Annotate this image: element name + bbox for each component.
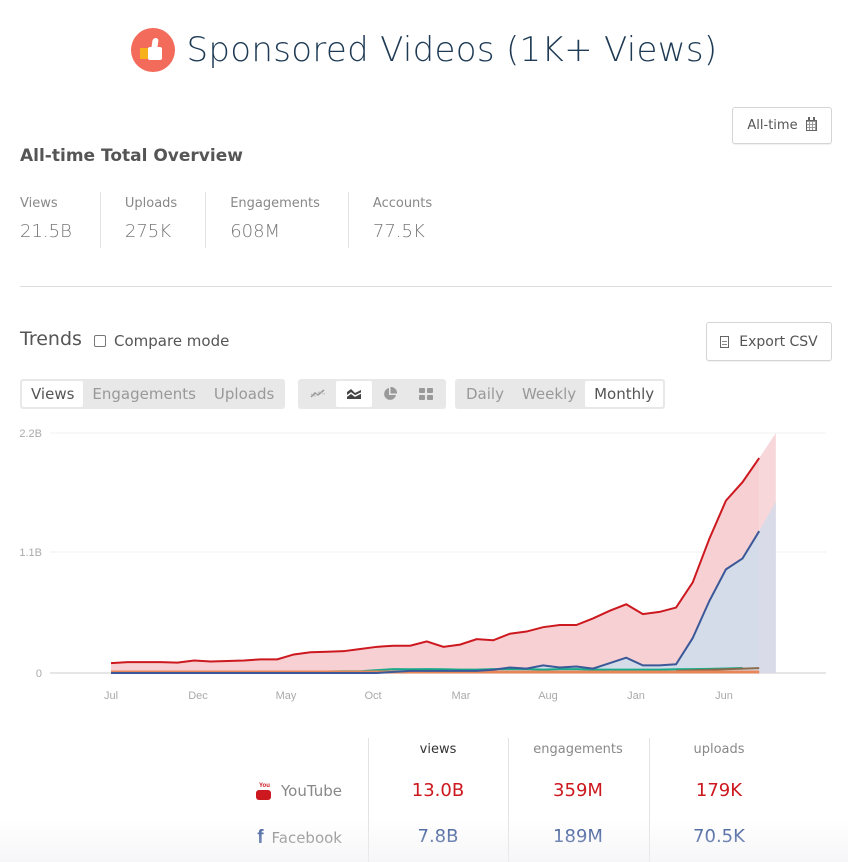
svg-text:Aug: Aug <box>538 690 558 702</box>
tab-views[interactable]: Views <box>22 381 84 407</box>
table-divider <box>368 738 369 862</box>
facebook-views: 7.8B <box>417 826 459 847</box>
compare-mode-toggle[interactable]: Compare mode <box>94 332 229 350</box>
line-chart-button[interactable] <box>300 381 336 407</box>
pie-chart-button[interactable] <box>372 381 408 407</box>
stat-value: 275K <box>124 221 172 242</box>
stat-label: Accounts <box>372 196 433 211</box>
column-header-uploads[interactable]: uploads <box>693 742 745 757</box>
column-header-views[interactable]: views <box>419 742 457 757</box>
stat-engagements: Engagements 608M <box>230 192 349 248</box>
line-chart-icon <box>310 389 326 398</box>
stat-value: 77.5K <box>372 221 425 242</box>
compare-mode-label: Compare mode <box>114 332 230 350</box>
svg-text:Dec: Dec <box>188 690 208 702</box>
trends-title: Trends <box>20 328 82 350</box>
section-divider <box>20 286 832 287</box>
youtube-uploads: 179K <box>695 780 743 801</box>
svg-text:May: May <box>276 690 297 702</box>
thumbs-up-icon <box>130 28 175 72</box>
facebook-uploads: 70.5K <box>693 826 745 847</box>
page-title: Sponsored Videos (1K+ Views) <box>186 30 718 70</box>
platform-row-youtube: You YouTube <box>142 782 342 800</box>
stat-value: 608M <box>230 221 281 242</box>
document-icon <box>720 335 730 348</box>
grid-view-button[interactable] <box>408 381 444 407</box>
svg-text:2.2B: 2.2B <box>19 428 42 440</box>
stat-label: Views <box>20 196 58 211</box>
export-csv-button[interactable]: Export CSV <box>706 322 832 361</box>
tab-engagements[interactable]: Engagements <box>92 385 196 403</box>
youtube-icon: You <box>256 783 271 800</box>
tab-weekly[interactable]: Weekly <box>521 385 577 403</box>
stat-value: 21.5B <box>20 221 72 242</box>
calendar-icon <box>805 117 817 131</box>
svg-text:Jan: Jan <box>627 690 645 702</box>
chart-type-tabs <box>298 379 446 409</box>
youtube-engagements: 359M <box>553 780 603 801</box>
stat-accounts: Accounts 77.5K <box>373 192 460 248</box>
youtube-views: 13.0B <box>411 780 465 801</box>
metric-tabs: Views Engagements Uploads <box>20 379 286 409</box>
stat-views: Views 21.5B <box>20 192 101 248</box>
chart-series <box>110 433 776 674</box>
facebook-engagements: 189M <box>553 826 603 847</box>
grid-icon <box>419 388 433 400</box>
table-divider <box>508 738 509 862</box>
area-chart-icon <box>346 389 362 399</box>
svg-text:1.1B: 1.1B <box>19 547 42 559</box>
interval-tabs: Daily Weekly Monthly <box>455 379 666 409</box>
table-divider <box>649 738 650 862</box>
export-csv-label: Export CSV <box>739 333 818 350</box>
svg-text:Jun: Jun <box>715 690 733 702</box>
stat-uploads: Uploads 275K <box>124 192 207 248</box>
date-range-label: All-time <box>747 118 798 133</box>
tab-uploads[interactable]: Uploads <box>213 385 275 403</box>
stat-label: Uploads <box>124 196 178 211</box>
tab-daily[interactable]: Daily <box>466 385 504 403</box>
overview-title: All-time Total Overview <box>20 146 243 166</box>
compare-mode-checkbox[interactable] <box>94 335 106 347</box>
facebook-icon: f <box>257 827 264 848</box>
stat-label: Engagements <box>230 196 320 211</box>
x-axis-labels: Jul Dec May Oct Mar Aug Jan Jun <box>104 690 733 702</box>
overview-stats: Views 21.5B Uploads 275K Engagements 608… <box>20 192 484 248</box>
svg-text:Jul: Jul <box>104 690 118 702</box>
views-area-chart[interactable]: 2.2B 1.1B 0 Jul Dec May Oct Mar Aug Jan … <box>0 420 848 710</box>
pie-chart-icon <box>384 387 397 400</box>
platform-name: YouTube <box>281 782 342 800</box>
platform-row-facebook: f Facebook <box>142 827 342 849</box>
svg-text:0: 0 <box>36 668 42 680</box>
platform-name: Facebook <box>271 829 342 847</box>
y-axis-labels: 2.2B 1.1B 0 <box>19 428 42 680</box>
area-chart-button[interactable] <box>336 381 372 407</box>
page-header: Sponsored Videos (1K+ Views) <box>0 28 848 72</box>
svg-text:Mar: Mar <box>452 690 471 702</box>
date-range-button[interactable]: All-time <box>732 107 832 144</box>
svg-text:Oct: Oct <box>364 690 381 702</box>
tab-monthly[interactable]: Monthly <box>585 381 664 407</box>
column-header-engagements[interactable]: engagements <box>533 742 623 757</box>
